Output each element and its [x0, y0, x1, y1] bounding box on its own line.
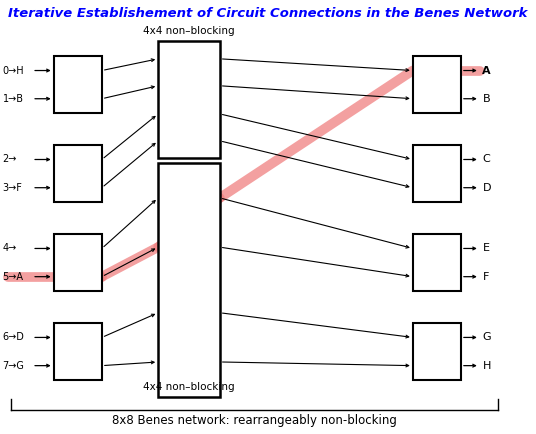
Bar — [413, 323, 461, 380]
Bar — [54, 234, 102, 291]
Text: F: F — [482, 272, 489, 282]
Bar — [54, 56, 102, 113]
Bar — [413, 234, 461, 291]
Bar — [54, 145, 102, 202]
Text: Iterative Establishement of Circuit Connections in the Benes Network: Iterative Establishement of Circuit Conn… — [8, 7, 528, 20]
Text: D: D — [482, 183, 491, 193]
Text: 6→D: 6→D — [3, 332, 25, 342]
Text: H: H — [482, 361, 491, 371]
Bar — [413, 56, 461, 113]
Text: G: G — [482, 332, 491, 342]
Text: 1→B: 1→B — [3, 94, 24, 104]
Bar — [413, 145, 461, 202]
Bar — [158, 41, 220, 158]
Text: B: B — [482, 94, 490, 104]
Text: 5→A: 5→A — [3, 272, 24, 282]
Text: 2→: 2→ — [3, 155, 17, 164]
Bar — [54, 323, 102, 380]
Bar — [158, 163, 220, 397]
Text: C: C — [482, 155, 490, 164]
Text: 3→F: 3→F — [3, 183, 23, 193]
Text: E: E — [482, 243, 489, 253]
Text: 4x4 non–blocking: 4x4 non–blocking — [143, 26, 235, 36]
Text: 4x4 non–blocking: 4x4 non–blocking — [143, 382, 235, 392]
Text: A: A — [482, 66, 491, 76]
Text: 8x8 Benes network: rearrangeably non-blocking: 8x8 Benes network: rearrangeably non-blo… — [112, 414, 397, 427]
Text: 7→G: 7→G — [3, 361, 25, 371]
Text: 0→H: 0→H — [3, 66, 24, 76]
Text: 4→: 4→ — [3, 243, 17, 253]
